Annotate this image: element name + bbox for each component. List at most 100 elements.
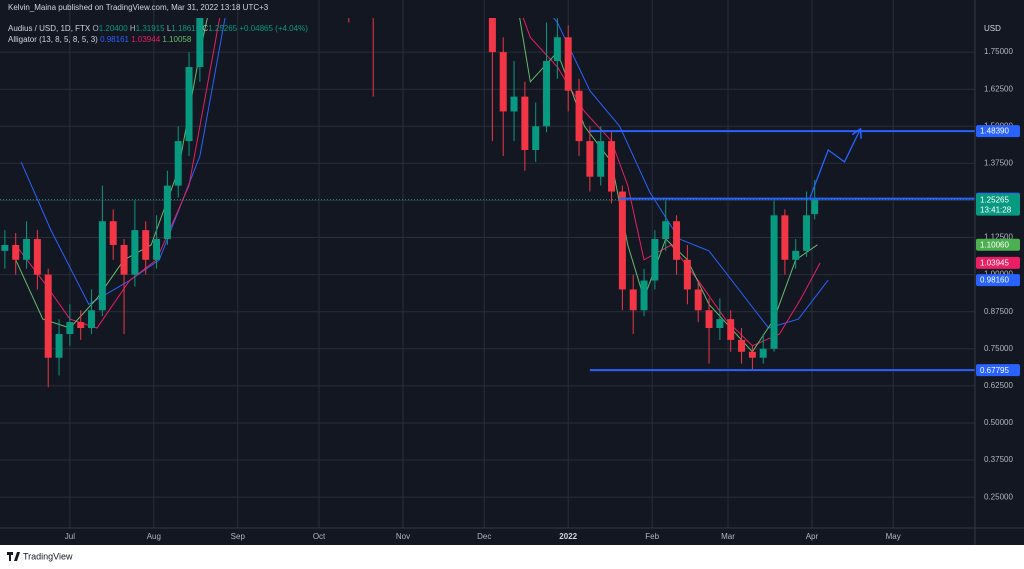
candle-body xyxy=(564,37,572,91)
candle-body xyxy=(55,333,63,358)
price-tag-label: 0.67795 xyxy=(980,366,1009,375)
indicator-value: 1.10058 xyxy=(162,35,191,44)
y-tick-label: 0.62500 xyxy=(984,381,1013,390)
candle-body xyxy=(575,90,583,142)
candle-body xyxy=(153,239,161,260)
x-tick-label: Oct xyxy=(313,532,326,541)
y-tick-label: 1.37500 xyxy=(984,158,1013,167)
indicator-value: 1.03944 xyxy=(131,35,160,44)
x-tick-label: Nov xyxy=(396,532,410,541)
price-tag xyxy=(976,364,1020,377)
price-tag-label: 1.03945 xyxy=(980,259,1009,268)
countdown: 13:41:28 xyxy=(980,205,1012,214)
candle-body xyxy=(716,319,724,329)
brand-name: TradingView xyxy=(23,551,73,561)
candle-body xyxy=(597,141,605,177)
last-price-tag xyxy=(976,193,1020,216)
ohlc-key: L xyxy=(167,24,172,33)
axes: 0.25000 0.37500 0.50000 0.62500 0.75000 0.875… xyxy=(65,47,1020,541)
y-tick-label: 0.25000 xyxy=(984,492,1013,501)
candle-body xyxy=(131,230,139,275)
y-tick-label: 1.75000 xyxy=(984,47,1013,56)
candle-body xyxy=(510,96,518,112)
y-tick-label: 1.62500 xyxy=(984,84,1013,93)
candle-body xyxy=(532,126,540,151)
candle-body xyxy=(673,221,681,260)
footer-background xyxy=(0,545,1024,569)
byline: Kelvin_Maina published on TradingView.co… xyxy=(8,3,269,12)
candle-body xyxy=(651,239,659,281)
candle-body xyxy=(1,244,9,251)
brand-logo xyxy=(7,552,20,561)
x-tick-label: Dec xyxy=(477,532,491,541)
candle-body xyxy=(727,319,735,340)
candle-body xyxy=(33,239,41,275)
legend-line: Audius / USD, 1D, FTX O1.20400 H1.31915 … xyxy=(8,24,308,33)
candle-body xyxy=(88,310,96,329)
change: +0.04865 (+4.04%) xyxy=(239,24,308,33)
candle-body xyxy=(759,348,767,358)
candle-body xyxy=(120,244,128,275)
candle-body xyxy=(174,141,182,186)
candle-body xyxy=(23,239,31,260)
candle-body xyxy=(792,250,800,260)
x-tick-label: Jul xyxy=(65,532,75,541)
brand: TradingView xyxy=(7,551,73,561)
plot xyxy=(0,18,975,388)
candle-body xyxy=(748,351,756,358)
candle-body xyxy=(12,244,20,260)
y-tick-label: 0.75000 xyxy=(984,344,1013,353)
candle-body xyxy=(77,322,85,329)
candle-body xyxy=(543,61,551,127)
indicator-name: Alligator (13, 8, 5, 8, 5, 3) xyxy=(8,35,98,44)
y-tick-label: 0.50000 xyxy=(984,418,1013,427)
price-tag xyxy=(976,125,1020,138)
price-tag-label: 1.10060 xyxy=(980,240,1009,249)
candle-body xyxy=(163,185,171,240)
candle-body xyxy=(44,274,52,358)
candle-body xyxy=(196,18,204,67)
x-tick-label: Aug xyxy=(147,532,161,541)
chart-background xyxy=(0,0,1024,545)
candle-body xyxy=(629,289,637,311)
candle-body xyxy=(781,215,789,260)
candle-body xyxy=(521,96,529,151)
x-tick-label: 2022 xyxy=(559,532,577,541)
candle-body xyxy=(738,339,746,352)
x-tick-label: May xyxy=(886,532,901,541)
candle-body xyxy=(662,221,670,240)
candle-body xyxy=(66,322,74,334)
ohlc-value: 1.31915 xyxy=(136,24,165,33)
x-tick-label: Mar xyxy=(721,532,735,541)
price-tag xyxy=(976,256,1020,269)
candle-body xyxy=(770,215,778,349)
candle-body xyxy=(98,221,106,311)
x-tick-label: Apr xyxy=(806,532,819,541)
candle-body xyxy=(109,221,117,245)
ohlc-value: 1.25265 xyxy=(208,24,237,33)
legend-line: Alligator (13, 8, 5, 8, 5, 3) 0.98161 1.… xyxy=(8,35,192,44)
candle-body xyxy=(694,289,702,311)
price-tag xyxy=(976,238,1020,251)
price-tag xyxy=(976,274,1020,287)
currency: USD xyxy=(984,24,1001,33)
candle-body xyxy=(705,310,713,329)
arrow xyxy=(809,130,860,198)
ohlc-value: 1.18615 xyxy=(171,24,200,33)
candle-body xyxy=(586,141,594,177)
legend: Audius / USD, 1D, FTX O1.20400 H1.31915 … xyxy=(8,24,308,44)
candle-body xyxy=(142,230,150,260)
candle-body xyxy=(618,191,626,290)
candle-body xyxy=(488,18,496,53)
y-tick-label: 0.37500 xyxy=(984,455,1013,464)
ohlc-key: H xyxy=(130,24,136,33)
candle-body xyxy=(640,280,648,311)
symbol: Audius / USD, 1D, FTX xyxy=(8,24,91,33)
ohlc-value: 1.20400 xyxy=(99,24,128,33)
candle-body xyxy=(811,199,819,215)
indicator-value: 0.98161 xyxy=(100,35,129,44)
ohlc-key: O xyxy=(92,24,98,33)
candle-body xyxy=(608,141,616,192)
candle-body xyxy=(553,37,561,62)
